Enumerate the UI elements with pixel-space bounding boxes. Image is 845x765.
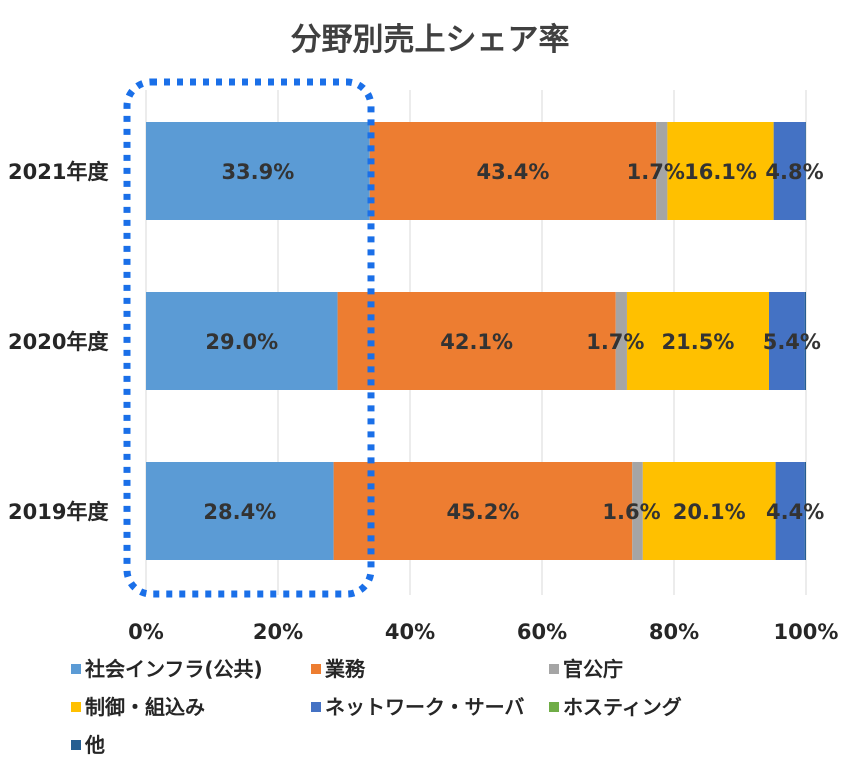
legend-label: ホスティング — [563, 695, 682, 719]
legend-swatch — [311, 664, 321, 674]
bar-segment — [369, 122, 657, 220]
bars — [146, 122, 806, 560]
chart-title: 分野別売上シェア率 — [291, 22, 570, 58]
data-labels: 33.9% 43.4% 1.7% 16.1% 4.8%29.0% 42.1% 1.7% 21.… — [203, 160, 824, 524]
data-label: 1.7% — [627, 160, 685, 184]
bar-segment — [615, 292, 627, 390]
bar-segment — [337, 292, 616, 390]
bar-segment — [626, 292, 770, 390]
data-label: 28.4% — [203, 500, 276, 524]
bar-segment — [775, 462, 805, 560]
legend-swatch — [71, 702, 81, 712]
bar-segment — [146, 462, 334, 560]
legend-swatch — [311, 702, 321, 712]
legend-swatch — [549, 664, 559, 674]
bar-segment — [333, 462, 633, 560]
category-label: 2019年度 — [8, 500, 108, 524]
legend-swatch — [549, 702, 559, 712]
bar-segment — [667, 122, 774, 220]
legend-swatch — [71, 740, 81, 750]
data-label: 1.7% — [586, 330, 644, 354]
bar-segment — [805, 122, 806, 220]
bar-segment — [632, 462, 643, 560]
legend-swatch — [71, 664, 81, 674]
legend-label: 官公庁 — [563, 657, 623, 681]
data-label: 1.6% — [602, 500, 660, 524]
bar-segment — [146, 292, 338, 390]
data-label: 33.9% — [221, 160, 294, 184]
data-label: 5.4% — [763, 330, 821, 354]
data-label: 42.1% — [440, 330, 513, 354]
x-tick-label: 20% — [253, 620, 303, 644]
data-label: 45.2% — [447, 500, 520, 524]
bar-segment — [773, 122, 806, 220]
x-tick-label: 80% — [649, 620, 699, 644]
category-labels: 2021年度 2020年度 2019年度 — [8, 160, 108, 524]
bar-segment — [769, 292, 805, 390]
legend-label: 社会インフラ(公共) — [84, 657, 263, 681]
legend-label: 制御・組込み — [85, 695, 205, 719]
category-label: 2021年度 — [8, 160, 108, 184]
legend-label: 他 — [84, 733, 105, 757]
highlight-dotted-box — [123, 78, 375, 598]
x-tick-label: 60% — [517, 620, 567, 644]
bar-segment — [804, 462, 806, 560]
data-label: 20.1% — [673, 500, 746, 524]
data-label: 16.1% — [684, 160, 757, 184]
x-tick-label: 40% — [385, 620, 435, 644]
data-label: 4.4% — [766, 500, 824, 524]
data-label: 4.8% — [765, 160, 823, 184]
x-axis-tick-labels: 0% 20% 40% 60% 80% 100% — [128, 620, 838, 644]
x-tick-label: 0% — [128, 620, 164, 644]
legend-label: 業務 — [325, 657, 366, 681]
category-label: 2020年度 — [8, 330, 108, 354]
bar-segment — [804, 292, 806, 390]
x-tick-label: 100% — [774, 620, 839, 644]
bar-segment — [656, 122, 668, 220]
data-label: 43.4% — [477, 160, 550, 184]
data-label: 29.0% — [205, 330, 278, 354]
data-label: 21.5% — [662, 330, 735, 354]
bar-segment — [146, 122, 370, 220]
bar-segment — [642, 462, 776, 560]
legend-label: ネットワーク・サーバ — [325, 695, 524, 719]
